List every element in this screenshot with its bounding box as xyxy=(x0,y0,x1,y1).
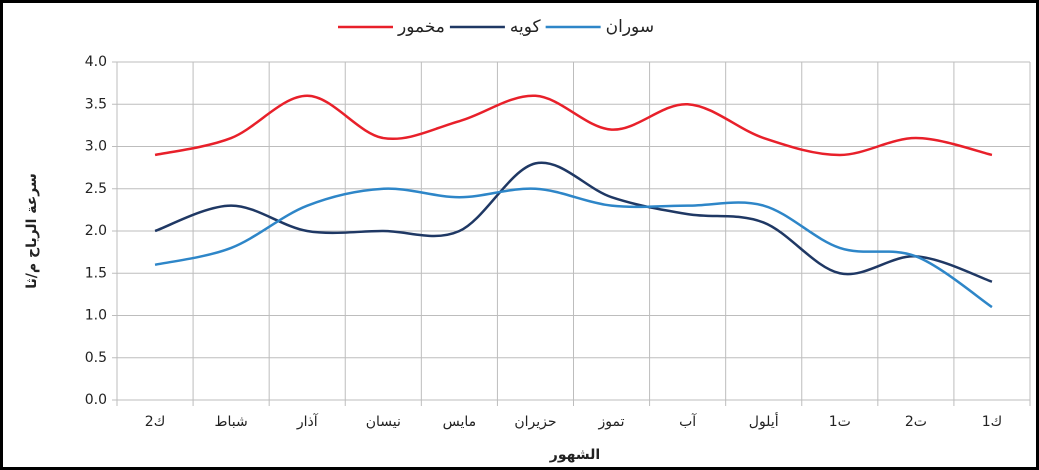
y-axis-label: سرعة الرياح م/ثا xyxy=(24,173,40,289)
series-line xyxy=(154,161,993,283)
legend-label: سوران xyxy=(606,17,654,37)
y-tick-label: 0.5 xyxy=(85,350,107,366)
x-tick-label: مايس xyxy=(443,414,477,430)
x-tick-label: ت2 xyxy=(905,414,927,430)
y-tick-label: 3.5 xyxy=(85,96,107,112)
y-tick-label: 2.0 xyxy=(85,223,107,239)
x-tick-label: ت1 xyxy=(829,414,851,430)
y-tick-label: 1.0 xyxy=(85,308,107,324)
x-tick-label: أيلول xyxy=(749,412,779,430)
x-tick-label: نيسان xyxy=(366,414,401,430)
y-tick-label: 1.5 xyxy=(85,265,107,281)
x-axis-label: الشهور xyxy=(549,447,600,463)
x-tick-label: شباط xyxy=(215,414,248,430)
y-tick-label: 3.0 xyxy=(85,139,107,155)
x-tick-label: آذار xyxy=(296,413,319,430)
x-tick-label: تموز xyxy=(598,414,625,430)
series-line xyxy=(154,94,993,157)
x-tick-label: ك1 xyxy=(982,414,1002,430)
y-tick-label: 4.0 xyxy=(85,54,107,70)
x-tick-label: حزيران xyxy=(514,414,556,430)
y-tick-label: 0.0 xyxy=(85,392,107,408)
x-tick-label: آب xyxy=(679,413,697,430)
series-line xyxy=(154,187,993,309)
legend-label: كويه xyxy=(510,17,542,37)
legend-label: مخمور xyxy=(397,17,445,37)
y-tick-label: 2.5 xyxy=(85,181,107,197)
x-tick-label: ك2 xyxy=(145,414,165,430)
